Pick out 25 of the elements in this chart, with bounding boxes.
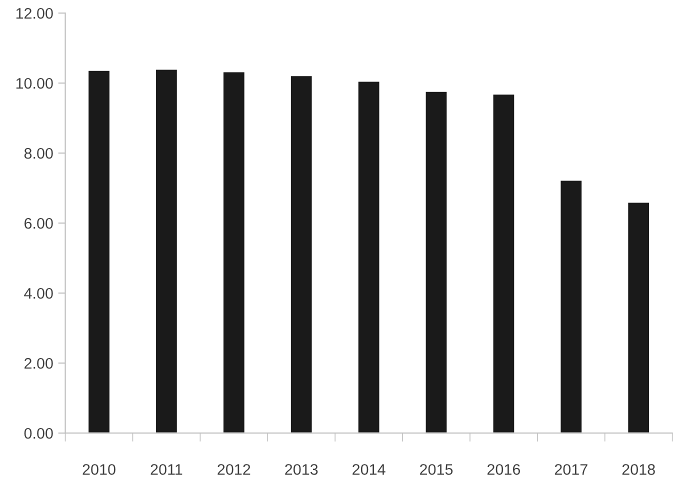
x-tick-label: 2012 xyxy=(218,464,250,475)
y-tick-label: 0.00 xyxy=(24,428,53,439)
y-tick-label: 8.00 xyxy=(24,148,53,159)
bar xyxy=(356,80,381,434)
x-tick-label: 2010 xyxy=(82,464,116,475)
bar xyxy=(424,90,448,434)
bar xyxy=(222,70,246,434)
x-tick-label: 2016 xyxy=(487,464,520,475)
y-tick-label: 6.00 xyxy=(24,218,53,229)
x-tick-label: 2011 xyxy=(150,464,182,475)
x-tick-label: 2018 xyxy=(622,464,655,475)
bar xyxy=(626,201,650,434)
y-tick-label: 12.00 xyxy=(16,8,53,19)
x-tick-label: 2013 xyxy=(285,464,318,475)
y-tick-label: 10.00 xyxy=(16,78,53,89)
x-tick-label: 2015 xyxy=(420,464,453,475)
y-tick-label: 4.00 xyxy=(24,288,53,299)
y-tick-label: 2.00 xyxy=(24,358,53,369)
x-tick-label: 2017 xyxy=(554,464,588,475)
x-tick-label: 2014 xyxy=(352,464,386,475)
bar xyxy=(492,93,516,434)
bar xyxy=(559,179,583,434)
bar xyxy=(290,74,314,434)
bar xyxy=(87,69,111,434)
bar xyxy=(154,68,178,434)
